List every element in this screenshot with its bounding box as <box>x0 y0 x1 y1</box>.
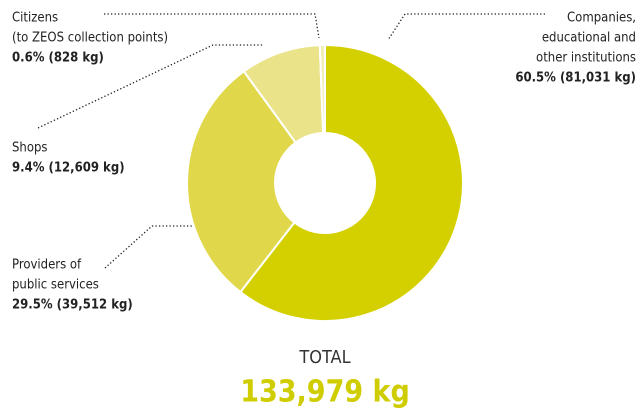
donut-slice <box>186 69 298 294</box>
value-label: 9.4% (12,609 kg) <box>12 161 125 176</box>
donut-slice <box>239 43 464 322</box>
value-label: 60.5% (81,031 kg) <box>515 71 636 86</box>
slice-label: (to ZEOS collection points) <box>12 31 168 46</box>
donut-slice <box>318 43 326 135</box>
value-label: 0.6% (828 kg) <box>12 51 104 66</box>
leader-line <box>104 225 192 269</box>
total-value: 133,979 kg <box>240 375 410 410</box>
leader-line <box>37 44 263 129</box>
slice-label: Providers of <box>12 258 82 273</box>
leader-line <box>387 13 545 41</box>
slice-label: Citizens <box>12 11 58 26</box>
slice-label: educational and <box>542 31 636 46</box>
leader-line <box>104 13 320 39</box>
slice-label: other institutions <box>536 51 636 66</box>
slice-label: public services <box>12 278 99 293</box>
total-label: TOTAL <box>298 347 350 368</box>
slice-label: Shops <box>12 141 48 156</box>
slice-label: Companies, <box>567 11 636 26</box>
value-label: 29.5% (39,512 kg) <box>12 298 133 313</box>
